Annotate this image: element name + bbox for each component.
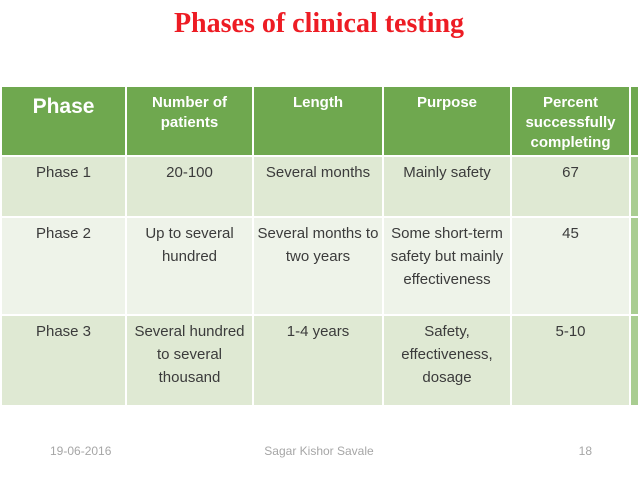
page-title: Phases of clinical testing [173,8,465,39]
table-edge-strip [629,314,638,407]
cell-purpose: Safety, effectiveness, dosage [382,314,512,407]
cell-phase: Phase 3 [0,314,127,407]
column-header-length: Length [252,85,384,157]
cell-percent: 5-10 [510,314,631,407]
column-header-purpose: Purpose [382,85,512,157]
column-header-percent: Percent successfully completing [510,85,631,157]
footer-date: 19-06-2016 [50,444,112,458]
column-header-phase: Phase [0,85,127,157]
cell-phase: Phase 2 [0,216,127,316]
phases-table: Phase Number of patients Length Purpose … [0,85,638,407]
cell-phase: Phase 1 [0,155,127,218]
footer-author: Sagar Kishor Savale [264,444,374,458]
cell-percent: 45 [510,216,631,316]
cell-purpose: Some short-term safety but mainly effect… [382,216,512,316]
cell-patients: Several hundred to several thousand [125,314,254,407]
table-edge-strip [629,155,638,218]
cell-purpose: Mainly safety [382,155,512,218]
table-row-phase-3: Phase 3 Several hundred to several thous… [0,314,638,407]
cell-length: Several months [252,155,384,218]
cell-percent: 67 [510,155,631,218]
table-row-phase-1: Phase 1 20-100 Several months Mainly saf… [0,155,638,218]
table-edge-strip [629,216,638,316]
table-row-phase-2: Phase 2 Up to several hundred Several mo… [0,216,638,316]
slide-number: 18 [578,444,592,458]
table-edge-strip [629,85,638,157]
cell-length: Several months to two years [252,216,384,316]
cell-length: 1-4 years [252,314,384,407]
cell-patients: 20-100 [125,155,254,218]
column-header-patients: Number of patients [125,85,254,157]
table-header-row: Phase Number of patients Length Purpose … [0,85,638,157]
cell-patients: Up to several hundred [125,216,254,316]
